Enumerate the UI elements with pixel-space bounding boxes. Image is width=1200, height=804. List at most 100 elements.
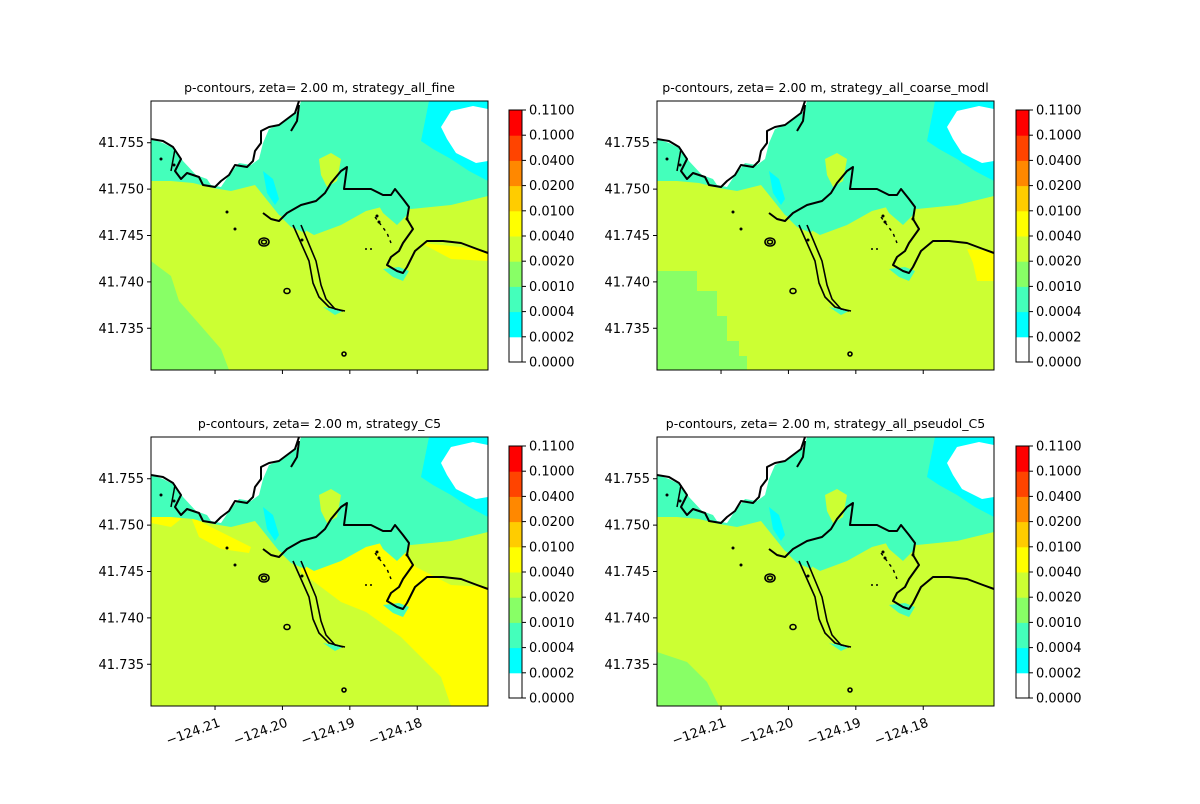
- cyan-band: [263, 171, 279, 205]
- island: [881, 550, 885, 554]
- jetty-tip: [829, 307, 849, 315]
- x-tick-label: −124.20: [232, 716, 290, 749]
- y-tick-label: 41.735: [605, 322, 651, 337]
- jetty: [806, 560, 852, 648]
- coastline: [768, 502, 994, 610]
- island: [283, 287, 291, 295]
- x-tick-label: −124.21: [164, 716, 222, 749]
- colorbar-label: 0.0002: [529, 330, 575, 345]
- island: [375, 214, 379, 218]
- colorbar-swatch: [509, 286, 522, 313]
- colorbar-label: 0.0100: [1036, 204, 1082, 219]
- east-patch: [967, 249, 994, 281]
- y-tick-label: 41.745: [605, 565, 651, 580]
- jetty-tip: [323, 307, 343, 315]
- colorbar-label: 0.0400: [529, 154, 575, 169]
- colorbar: 0.0000 0.0002 0.0004 0.0010 0.0020 0.0040 0.01…: [1015, 104, 1082, 371]
- contour-field: [657, 437, 994, 706]
- island: [405, 217, 409, 221]
- island: [665, 493, 669, 497]
- x-tick-label: −124.18: [366, 716, 424, 749]
- colorbar-swatch: [1016, 185, 1029, 212]
- colorbar-swatch: [1016, 546, 1029, 573]
- island: [764, 573, 776, 583]
- contour-field: [151, 101, 488, 370]
- jetty: [292, 560, 344, 648]
- y-tick-label: 41.740: [99, 611, 145, 626]
- land-nw: [151, 437, 301, 523]
- yellow-patch: [421, 243, 488, 261]
- island: [159, 493, 163, 497]
- island: [678, 163, 682, 167]
- y-tick-label: 41.755: [605, 136, 651, 151]
- island: [883, 556, 887, 560]
- coastline: [796, 104, 806, 132]
- colorbar-label: 0.0000: [1036, 356, 1082, 371]
- land-ne: [947, 442, 994, 499]
- sw-band: [657, 271, 747, 370]
- colorbar-swatch: [1016, 336, 1029, 363]
- colorbar-swatch: [1016, 672, 1029, 699]
- colorbar-label: 0.0040: [529, 230, 575, 245]
- coastline: [170, 484, 176, 508]
- colorbar-swatch: [509, 496, 522, 523]
- yellow-band: [301, 533, 488, 706]
- colorbar-swatch: [509, 672, 522, 699]
- colorbar-label: 0.0400: [1036, 154, 1082, 169]
- y-tick-label: 41.745: [605, 229, 651, 244]
- colorbar-swatch: [1016, 236, 1029, 262]
- land-ne: [441, 442, 488, 499]
- colorbar-label: 0.1000: [529, 129, 575, 144]
- harbor-band: [281, 545, 311, 569]
- colorbar-label: 0.1100: [1036, 104, 1082, 119]
- coastline: [374, 216, 392, 244]
- jetty: [806, 224, 852, 312]
- harbor-band: [787, 209, 817, 233]
- colorbar-label: 0.1100: [1036, 440, 1082, 455]
- colorbar-swatch: [1016, 647, 1029, 674]
- coastline: [768, 166, 994, 274]
- x-tick-label: −124.19: [299, 716, 357, 749]
- coastline: [262, 166, 488, 274]
- colorbar: 0.0000 0.0002 0.0004 0.0010 0.0020 0.0040 0.01…: [508, 440, 575, 707]
- jetty: [292, 224, 344, 312]
- cove-band: [383, 267, 409, 281]
- colorbar-swatch: [509, 546, 522, 573]
- cyan-band: [769, 171, 785, 205]
- colorbar-label: 0.0004: [529, 641, 575, 656]
- island: [405, 553, 409, 557]
- island: [341, 351, 347, 357]
- cyan-band: [263, 507, 279, 541]
- island: [789, 623, 797, 631]
- colorbar-label: 0.1000: [529, 465, 575, 480]
- island: [766, 575, 774, 581]
- x-tick-label: −124.21: [670, 716, 728, 749]
- island: [766, 239, 774, 245]
- island: [731, 546, 735, 550]
- island: [225, 546, 229, 550]
- contour-field: [151, 437, 488, 706]
- island: [806, 238, 810, 242]
- colorbar-label: 0.0040: [529, 566, 575, 581]
- colorbar-label: 0.0010: [529, 616, 575, 631]
- panel-title: p-contours, zeta= 2.00 m, strategy_all_f…: [184, 80, 455, 95]
- colorbar-swatch: [509, 185, 522, 212]
- y-tick-label: 41.755: [99, 472, 145, 487]
- colorbar-label: 0.0100: [1036, 540, 1082, 555]
- colorbar-swatch: [509, 622, 522, 649]
- island: [739, 563, 743, 567]
- y-tick-label: 41.735: [99, 322, 145, 337]
- island: [159, 157, 163, 161]
- island: [225, 210, 229, 214]
- colorbar-swatch: [509, 336, 522, 363]
- colorbar-swatch: [1016, 286, 1029, 313]
- panel-4: p-contours, zeta= 2.00 m, strategy_all_p…: [605, 416, 1082, 749]
- island: [375, 550, 379, 554]
- colorbar-label: 0.0200: [529, 179, 575, 194]
- colorbar-swatch: [1016, 261, 1029, 287]
- coastline: [151, 437, 300, 524]
- colorbar-swatch: [1016, 110, 1029, 136]
- colorbar-label: 0.0200: [1036, 515, 1082, 530]
- cove-band: [383, 603, 409, 617]
